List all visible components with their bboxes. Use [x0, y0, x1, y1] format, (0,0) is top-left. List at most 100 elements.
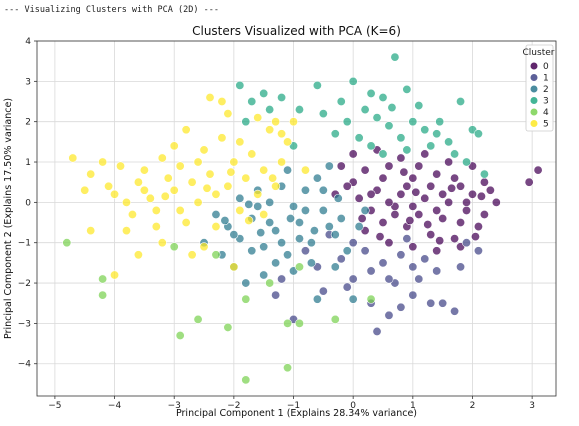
cluster-2-point [283, 165, 293, 175]
cluster-4-point [98, 274, 108, 284]
cluster-5-point [277, 129, 287, 139]
cluster-3-point [277, 92, 287, 102]
cluster-3-point [420, 125, 430, 135]
cluster-5-point [277, 157, 287, 167]
legend-marker-5 [529, 119, 539, 128]
x-tick-label: −5 [48, 401, 61, 411]
cluster-2-point [247, 246, 257, 256]
cluster-5-point [145, 193, 155, 203]
legend-marker-0 [529, 61, 539, 71]
cluster-0-point [462, 197, 472, 207]
cluster-2-point [324, 161, 334, 171]
cluster-3-point [372, 113, 382, 123]
cluster-3-point [408, 117, 418, 127]
cluster-3-point [396, 133, 406, 143]
y-tick-label: −2 [18, 279, 31, 289]
cluster-1-point [462, 238, 472, 248]
cluster-5-point [244, 216, 254, 226]
cluster-3-point [312, 80, 322, 90]
cluster-1-point [432, 266, 442, 276]
data-points [62, 52, 543, 385]
cluster-5-point [199, 242, 209, 252]
cluster-5-point [193, 157, 203, 167]
cluster-5-point [229, 262, 239, 272]
cluster-5-point [157, 238, 167, 248]
cluster-4-point [330, 314, 340, 324]
cluster-3-point [241, 117, 251, 127]
cluster-5-point [163, 173, 173, 183]
cluster-0-point [432, 169, 442, 179]
cluster-5-point [199, 145, 209, 155]
cluster-3-point [387, 103, 397, 113]
cluster-0-point [533, 165, 543, 175]
cluster-0-point [384, 161, 394, 171]
cluster-3-point [432, 129, 442, 139]
cluster-2-point [256, 228, 266, 238]
cluster-0-point [366, 189, 376, 199]
cluster-3-point [366, 88, 376, 98]
cluster-0-point [456, 181, 466, 191]
cluster-0-point [378, 218, 388, 228]
cluster-5-point [151, 222, 161, 232]
cluster-1-point [348, 238, 358, 248]
cluster-2-point [309, 226, 319, 236]
cluster-1-point [300, 246, 310, 256]
x-tick-label: 1 [410, 401, 416, 411]
cluster-5-point [187, 177, 197, 187]
cluster-4-point [193, 314, 203, 324]
cluster-1-point [473, 246, 483, 256]
cluster-5-point [181, 125, 191, 135]
cluster-0-point [479, 177, 489, 187]
cluster-0-point [426, 230, 436, 240]
cluster-3-point [366, 141, 376, 151]
cluster-2-point [294, 218, 304, 228]
cluster-5-point [226, 167, 236, 177]
legend-marker-4 [529, 107, 539, 117]
cluster-3-point [342, 117, 352, 127]
cluster-5-point [217, 133, 227, 143]
cluster-0-point [408, 242, 418, 252]
x-tick-label: −2 [227, 401, 240, 411]
cluster-5-point [187, 250, 197, 260]
cluster-0-point [405, 216, 415, 226]
cluster-0-point [360, 165, 370, 175]
cluster-3-point [354, 133, 364, 143]
cluster-5-point [110, 270, 120, 280]
cluster-2-point [342, 246, 352, 256]
cluster-4-point [241, 294, 251, 304]
cluster-5-point [86, 226, 96, 236]
cluster-4-point [366, 294, 376, 304]
cluster-0-point [396, 189, 406, 199]
cluster-0-point [384, 197, 394, 207]
legend-label-4: 4 [543, 108, 549, 118]
cluster-0-point [402, 181, 412, 191]
cluster-0-point [354, 193, 364, 203]
cluster-0-point [444, 197, 454, 207]
cluster-0-point [423, 220, 433, 230]
cluster-3-point [450, 149, 460, 159]
cluster-1-point [348, 274, 358, 284]
cluster-5-point [116, 161, 126, 171]
cluster-3-point [435, 117, 445, 127]
cluster-2-point [354, 222, 364, 232]
cluster-0-point [444, 157, 454, 167]
cluster-2-point [259, 242, 269, 252]
cluster-0-point [414, 161, 424, 171]
plot-frame [36, 40, 557, 397]
cluster-2-point [300, 205, 310, 215]
cluster-0-point [456, 218, 466, 228]
cluster-3-point [247, 97, 257, 107]
cluster-4-point [175, 330, 185, 340]
cluster-5-point [268, 173, 278, 183]
cluster-5-point [283, 137, 293, 147]
cluster-0-point [426, 181, 436, 191]
cluster-4-point [283, 318, 293, 328]
cluster-1-point [342, 282, 352, 292]
legend-label-0: 0 [543, 62, 549, 72]
cluster-2-point [318, 205, 328, 215]
cluster-0-point [438, 189, 448, 199]
cluster-5-point [193, 197, 203, 207]
cluster-0-point [375, 232, 385, 242]
x-tick-label: 3 [529, 401, 535, 411]
cluster-2-point [318, 185, 328, 195]
